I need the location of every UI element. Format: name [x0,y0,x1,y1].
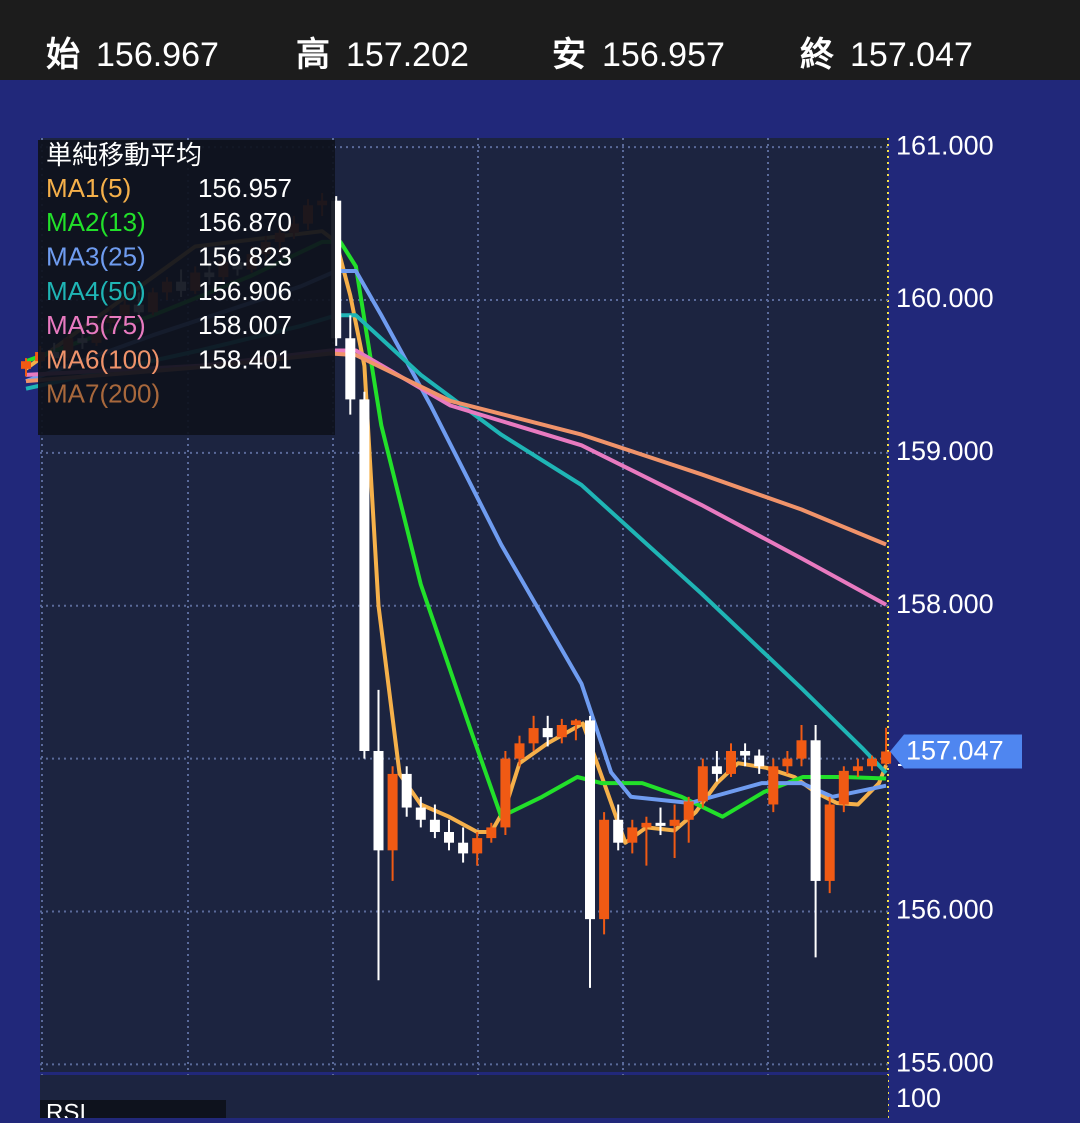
header-label: 終 [800,36,834,74]
legend-name: MA3(25) [46,241,146,271]
header-value: 157.047 [850,36,973,74]
legend-title: 単純移動平均 [46,140,202,170]
candle-body [585,720,595,920]
legend-name: MA1(5) [46,173,131,203]
candle-body [570,720,581,725]
y-tick-label: 161.000 [896,130,994,160]
y-axis: 155.000156.000157.000158.000159.000160.0… [890,130,1022,1077]
candle-body [514,743,525,759]
candle-body [542,728,553,738]
header-value: 156.967 [96,36,219,74]
legend-value: 156.957 [198,173,292,203]
candle-body [852,766,863,771]
rsi-tick: 100 [896,1083,941,1113]
candle-body [655,822,666,826]
candle-body [683,801,694,820]
legend-name: MA7(200) [46,379,160,409]
legend-name: MA5(75) [46,310,146,340]
candle-body [768,766,779,805]
rsi-legend-box [40,1100,226,1118]
candle-body [415,807,426,820]
candle-body [740,750,751,756]
candle-body [401,773,412,808]
candle-body [613,819,624,843]
candle-body [599,819,610,920]
candle-body [641,822,652,828]
candle-body [754,755,765,767]
legend-name: MA6(100) [46,344,160,374]
price-marker [890,734,1022,769]
candle-body [627,827,638,843]
price-marker-label: 157.047 [906,736,1004,766]
y-tick-label: 160.000 [896,283,994,313]
header-label: 始 [46,36,80,74]
candle-body [824,804,835,881]
y-tick-label: 159.000 [896,436,994,466]
candle-body [387,773,398,851]
candle-body [458,842,469,854]
candle-body [429,819,440,833]
candle-body [486,827,497,839]
y-tick-label: 156.000 [896,895,994,925]
candle-body [697,766,708,802]
candle-body [472,838,483,854]
header-bar [0,0,1080,80]
candle-body [556,724,567,738]
candle-body [881,751,892,764]
candle-body [838,770,849,805]
header-value: 156.957 [602,36,725,74]
legend: 単純移動平均 MA1(5) 156.957 MA2(13) 156.870 MA3(25… [38,140,335,435]
candle-body [500,758,511,828]
candle-body [726,750,736,774]
y-tick-label: 155.000 [896,1047,994,1077]
candle-body [782,758,793,767]
legend-value: 156.906 [198,276,292,306]
rsi-title: RSI [46,1099,86,1118]
legend-name: MA4(50) [46,276,146,306]
header-label: 高 [296,36,330,74]
header-label: 安 [552,36,586,74]
header-value: 157.202 [346,36,469,74]
candle-body [331,200,342,339]
candle-body [444,832,454,843]
candle-body [21,361,31,369]
legend-value: 156.823 [198,241,292,271]
candle-body [711,766,722,774]
candle-body [345,338,356,400]
candle-body [669,819,680,826]
candle-body [796,740,807,759]
candle-body [867,758,877,767]
y-tick-label: 158.000 [896,589,994,619]
legend-box [38,140,335,435]
candle-body [373,750,384,851]
legend-value: 156.870 [198,207,292,237]
legend-value: 158.401 [198,344,292,374]
legend-value: 158.007 [198,310,292,340]
candle-body [528,728,539,744]
candle-body [359,399,370,751]
candle-body [810,740,821,881]
legend-name: MA2(13) [46,207,146,237]
